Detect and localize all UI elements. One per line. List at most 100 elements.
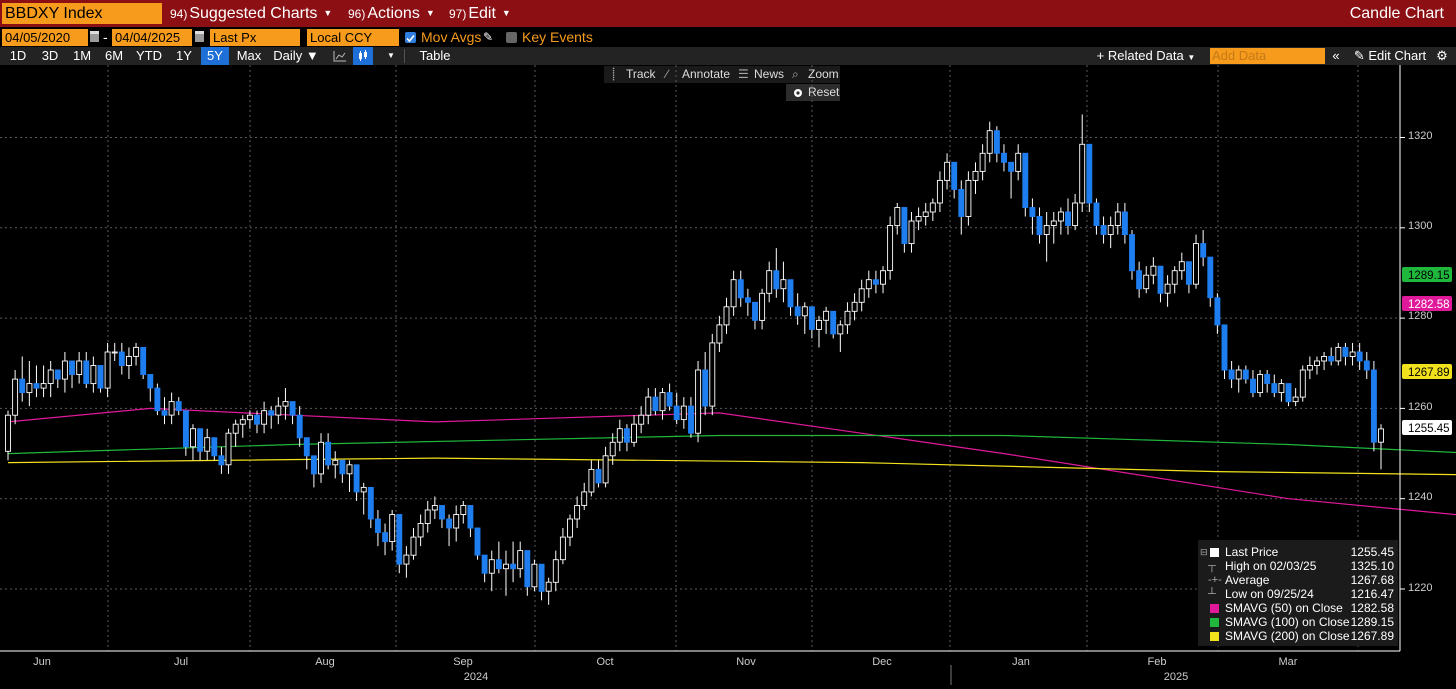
related-data-dropdown[interactable]: + Related Data ▼ xyxy=(1092,47,1200,65)
candle-body xyxy=(147,374,154,389)
candle-down xyxy=(524,550,531,596)
candle-up xyxy=(680,397,687,429)
end-date-field[interactable]: 04/04/2025 xyxy=(112,29,192,46)
candle-down xyxy=(1221,324,1228,380)
candle-body xyxy=(204,437,211,452)
candle-body xyxy=(1370,369,1377,443)
reset-button[interactable]: Reset xyxy=(786,84,840,101)
candle-chart[interactable]: 1320 1300 1280 1260 1240 1220 1289.15 12… xyxy=(0,65,1456,689)
calendar-icon[interactable] xyxy=(195,31,204,42)
period-1m-button[interactable]: 1M xyxy=(72,48,92,63)
candle-body xyxy=(816,319,822,330)
menu-label: Edit xyxy=(468,5,496,22)
edit-menu[interactable]: 97) Edit ▼ xyxy=(449,3,511,24)
period-1y-button[interactable]: 1Y xyxy=(176,48,192,63)
table-button[interactable]: Table xyxy=(419,48,451,63)
x-month-label: Jul xyxy=(174,656,188,668)
x-month-label: Jan xyxy=(1012,656,1030,668)
title-bar: BBDXY Index 94) Suggested Charts ▼ 96) Acti… xyxy=(0,0,1456,27)
gear-icon[interactable]: ⚙ xyxy=(1436,48,1448,63)
candle-body xyxy=(125,356,132,366)
chart-type-caret-icon[interactable]: ▼ xyxy=(387,51,395,60)
candle-down xyxy=(787,279,794,316)
line-chart-icon[interactable] xyxy=(330,47,350,65)
candle-body xyxy=(574,505,581,520)
period-5y-button[interactable]: 5Y xyxy=(201,47,229,65)
candle-body xyxy=(19,378,26,394)
candle-chart-icon[interactable] xyxy=(353,47,373,65)
candle-body xyxy=(737,279,744,299)
legend-value: 1267.89 xyxy=(1350,629,1394,643)
period-1d-button[interactable]: 1D xyxy=(9,48,27,63)
candle-up xyxy=(1050,211,1057,244)
candle-up xyxy=(1150,257,1157,285)
actions-menu[interactable]: 96) Actions ▼ xyxy=(348,3,435,24)
candle-body xyxy=(588,468,595,493)
candle-up xyxy=(880,266,886,294)
mov-avgs-checkbox[interactable] xyxy=(405,32,416,43)
suggested-charts-menu[interactable]: 94) Suggested Charts ▼ xyxy=(170,3,332,24)
candle-body xyxy=(602,455,609,484)
candle-down xyxy=(808,306,815,339)
candle-down xyxy=(367,486,374,529)
candle-up xyxy=(965,171,972,226)
candle-down xyxy=(1271,374,1278,398)
candle-body xyxy=(609,441,616,457)
ticker-input[interactable]: BBDXY Index xyxy=(2,3,162,24)
candle-body xyxy=(488,559,495,574)
y-tick-label: 1240 xyxy=(1408,491,1432,503)
candle-up xyxy=(631,415,637,447)
candle-down xyxy=(382,523,389,556)
key-events-checkbox[interactable] xyxy=(506,32,517,43)
candle-body xyxy=(1250,378,1256,394)
track-icon[interactable]: ⸽ xyxy=(612,67,616,81)
candle-body xyxy=(97,365,104,389)
reset-icon xyxy=(794,89,802,97)
candle-up xyxy=(1349,342,1356,366)
candle-body xyxy=(111,351,118,354)
candle-body xyxy=(1171,270,1178,285)
candle-down xyxy=(396,514,403,574)
currency-select[interactable]: Local CCY xyxy=(307,29,399,46)
candle-down xyxy=(439,505,445,529)
candle-down xyxy=(1370,360,1377,452)
candle-down xyxy=(1086,143,1093,212)
candle-body xyxy=(1143,274,1150,290)
price-field-select[interactable]: Last Px xyxy=(210,29,300,46)
price-tag-last-text: 1255.45 xyxy=(1408,423,1450,435)
news-button[interactable]: News xyxy=(754,67,785,81)
calendar-icon[interactable] xyxy=(90,31,99,42)
candle-body xyxy=(951,161,958,190)
start-date-field[interactable]: 04/05/2020 xyxy=(2,29,88,46)
period-ytd-button[interactable]: YTD xyxy=(136,48,162,63)
candle-down xyxy=(296,406,303,447)
zoom-icon[interactable]: ⌕ xyxy=(792,67,799,81)
candle-body xyxy=(1292,396,1299,403)
candle-up xyxy=(531,559,538,592)
period-3d-button[interactable]: 3D xyxy=(41,48,59,63)
candle-up xyxy=(716,315,723,352)
candle-body xyxy=(1129,234,1135,272)
collapse-chevrons-icon[interactable]: « xyxy=(1332,48,1340,63)
candle-body xyxy=(33,383,40,389)
x-month-label: Dec xyxy=(872,656,892,668)
period-6m-button[interactable]: 6M xyxy=(104,48,124,63)
legend-collapse-icon[interactable]: ⊟ xyxy=(1200,547,1208,557)
news-icon[interactable]: ☰ xyxy=(738,67,749,81)
candle-up xyxy=(26,360,33,407)
candle-down xyxy=(154,383,161,416)
track-button[interactable]: Track xyxy=(626,67,656,81)
period-max-button[interactable]: Max xyxy=(236,48,262,63)
add-data-input[interactable]: Add Data xyxy=(1210,48,1325,64)
zoom-button[interactable]: Zoom xyxy=(808,67,839,81)
candle-down xyxy=(1242,365,1249,384)
candle-body xyxy=(986,130,993,154)
annotate-icon[interactable]: ∕ xyxy=(666,67,669,81)
pencil-icon[interactable]: ✎ xyxy=(483,30,494,44)
candle-body xyxy=(246,414,253,421)
edit-chart-button[interactable]: ✎ Edit Chart xyxy=(1348,47,1432,65)
candle-body xyxy=(1121,211,1128,236)
frequency-dropdown[interactable]: Daily ▼ xyxy=(270,47,322,65)
candle-body xyxy=(673,405,680,421)
annotate-button[interactable]: Annotate xyxy=(682,67,731,81)
